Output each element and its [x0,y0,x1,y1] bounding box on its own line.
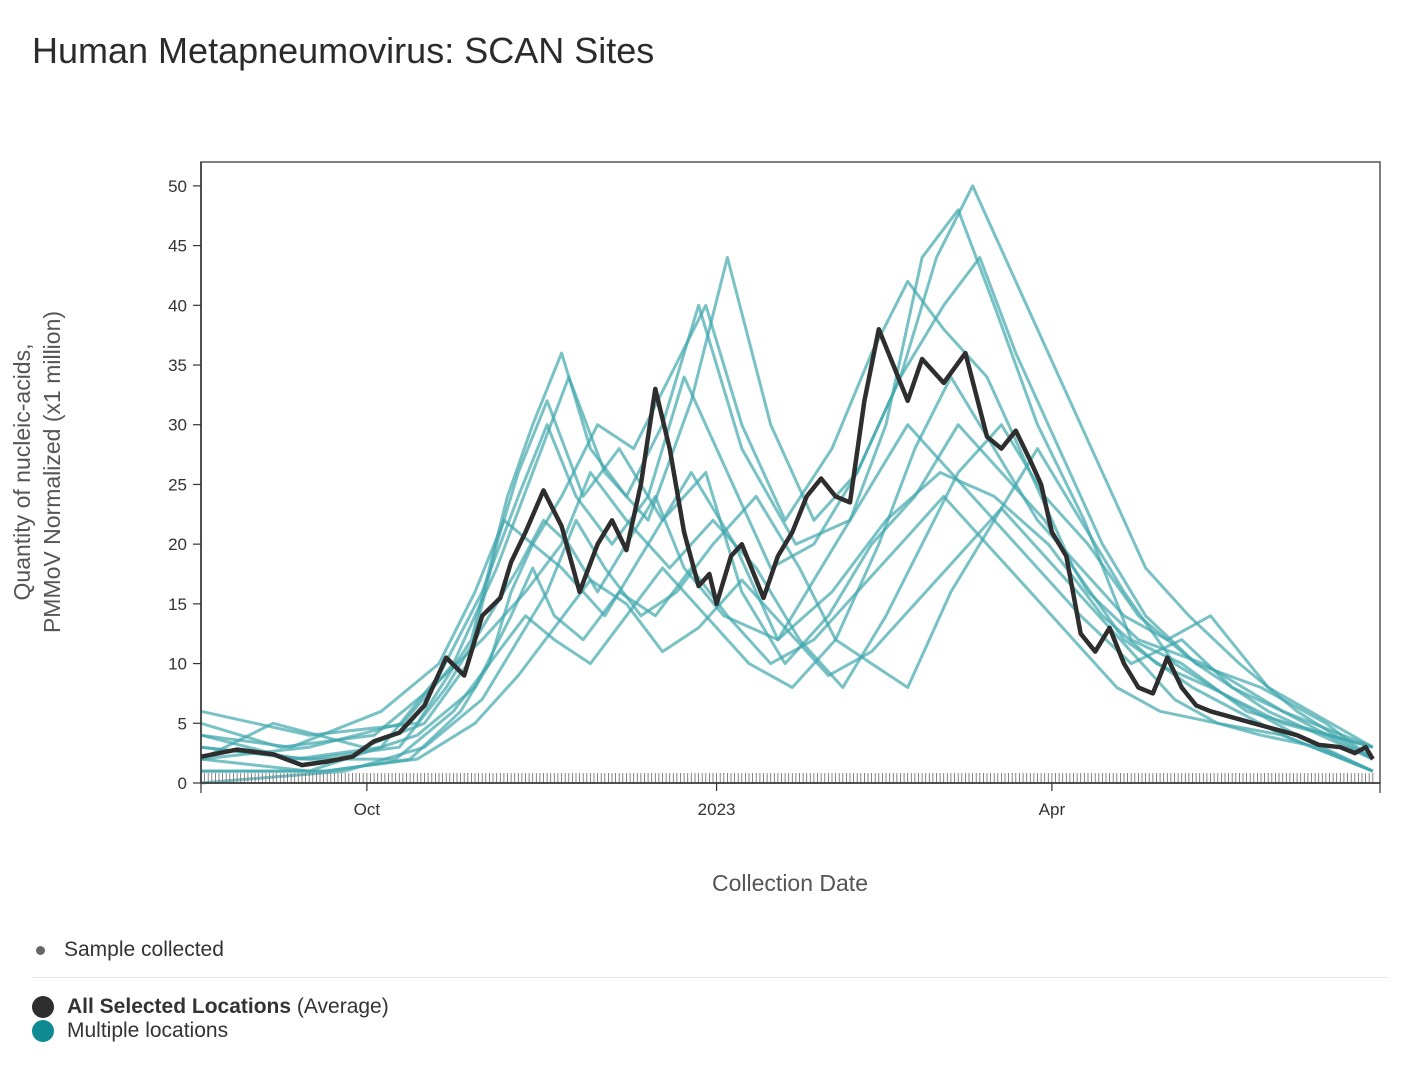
location-series-line-7[interactable] [200,423,1374,761]
y-tick-label: 15 [168,595,187,614]
x-tick-label: 2023 [698,800,736,819]
legend-locations-label: Multiple locations [67,1019,229,1042]
y-tick-label: 5 [178,714,187,733]
location-series-line-2[interactable] [200,208,1374,749]
x-axis-title: Collection Date [712,870,868,896]
y-tick-label: 40 [168,296,187,315]
legend-average-suffix: (Average) [296,995,389,1018]
legend-multiple-locations[interactable]: Multiple locations [32,1019,228,1043]
average-series-group [200,326,1375,768]
y-tick-label: 0 [178,774,187,793]
location-series-line-12[interactable] [200,256,1374,761]
y-axis-title-line1: Quantity of nucleic-acids, [9,344,35,601]
location-series-line-10[interactable] [200,184,1374,761]
locations-swatch-icon [32,1020,54,1042]
y-tick-label: 25 [168,475,187,494]
x-tick-label: Apr [1039,800,1066,819]
sample-collected-marks [200,773,1374,783]
location-series-line-11[interactable] [201,506,1374,773]
y-tick-label: 30 [168,416,187,435]
legend-sample-label: Sample collected [64,938,224,961]
legend-average[interactable]: All Selected Locations (Average) [32,995,389,1019]
chart-title: Human Metapneumovirus: SCAN Sites [32,30,655,71]
y-tick-label: 50 [168,177,187,196]
legend-divider [32,977,1388,978]
y-tick-label: 35 [168,356,187,375]
legend-sample-collected: Sample collected [36,938,224,962]
location-series-group [200,184,1374,785]
average-swatch-icon [32,996,54,1018]
location-series-line-8[interactable] [200,447,1374,785]
x-tick-label: Oct [354,800,381,819]
location-series-line-6[interactable] [200,494,1374,773]
sample-dot-icon [36,945,45,955]
y-axis-title-line2: PMMoV Normalized (x1 million) [39,311,65,633]
y-tick-label: 10 [168,655,187,674]
y-tick-label: 20 [168,535,187,554]
location-series-line-9[interactable] [200,375,1374,761]
y-tick-label: 45 [168,237,187,256]
legend-average-label: All Selected Locations [67,995,292,1018]
plot-frame [200,161,1381,784]
x-axis: Oct 2023 Apr [200,782,1381,819]
y-axis: 0 5 10 15 20 25 30 35 40 45 50 [168,162,202,793]
average-series-line[interactable] [200,326,1375,768]
location-series-line-4[interactable] [200,423,1374,761]
chart-svg: 0 5 10 15 20 25 30 35 40 45 50 Oct 2023 Apr Collecti… [9,161,1381,896]
